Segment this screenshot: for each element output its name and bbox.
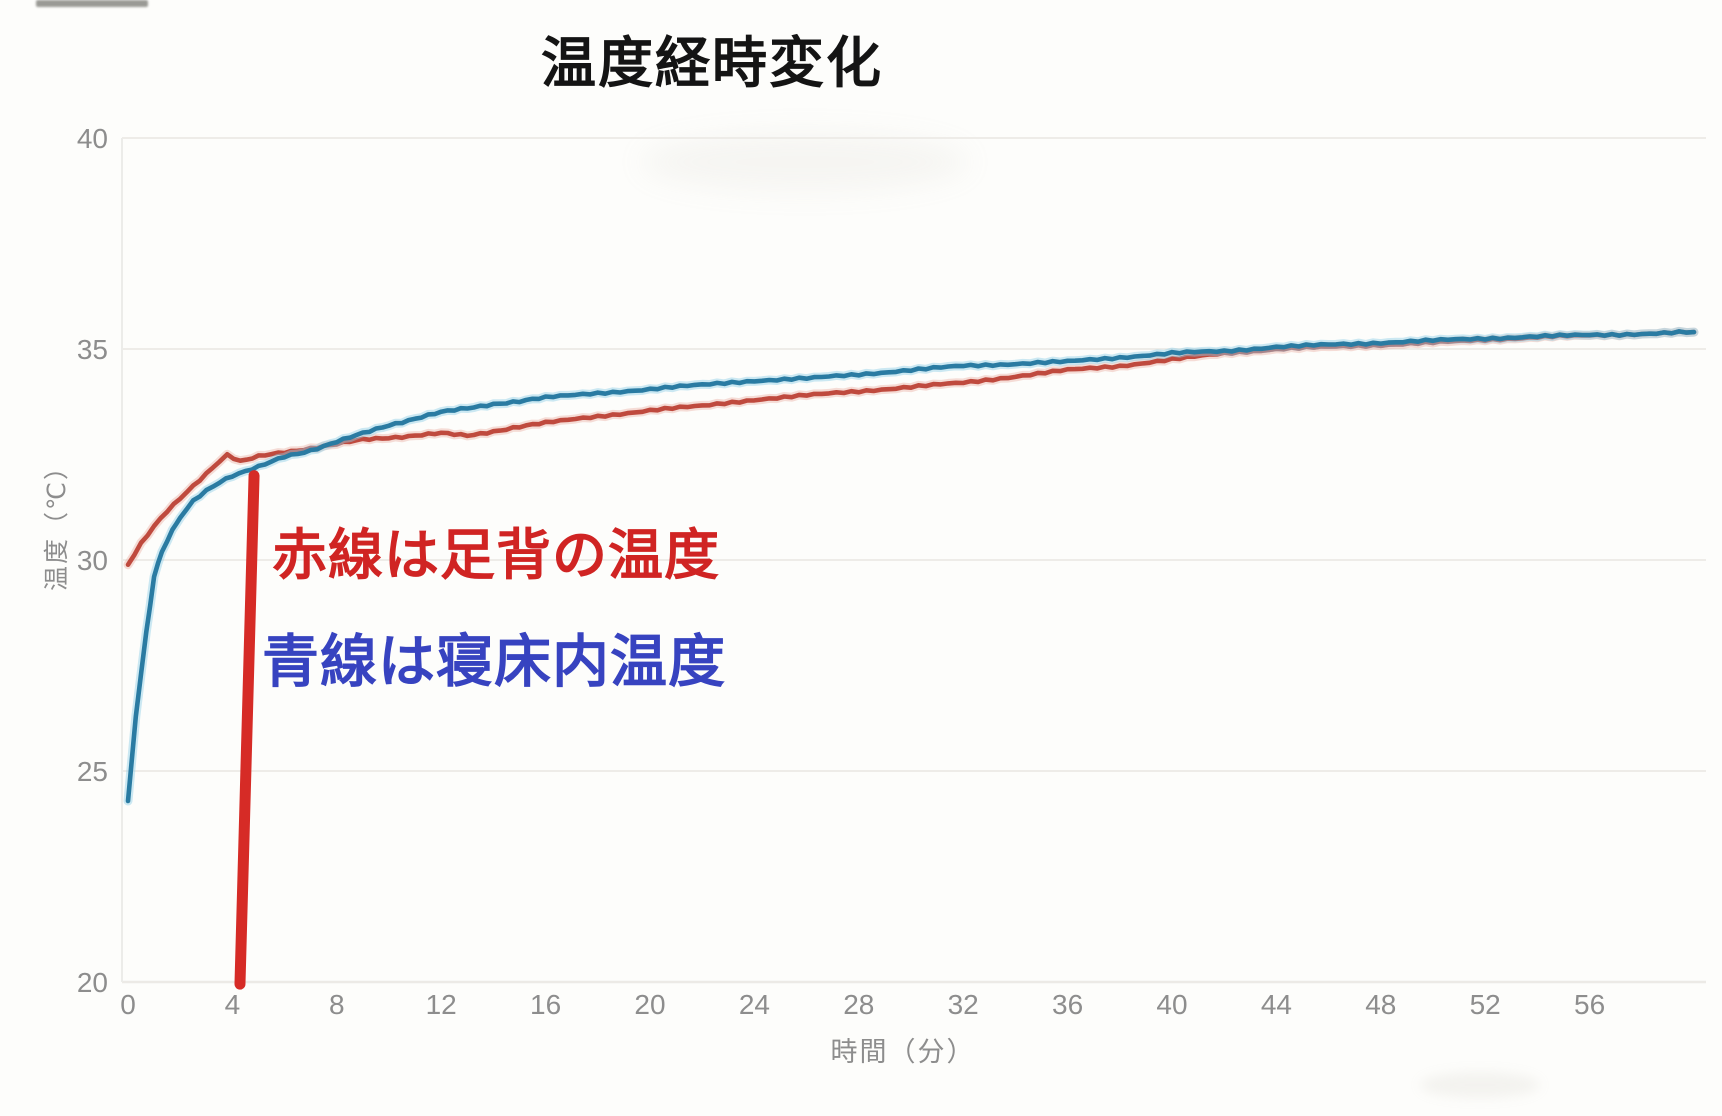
x-tick-label: 20	[634, 989, 665, 1020]
x-tick-label: 8	[329, 989, 345, 1020]
blue-line-annotation: 青線は寝床内温度	[262, 630, 726, 694]
x-axis-title: 時間（分）	[830, 1037, 976, 1067]
x-tick-label: 4	[225, 989, 241, 1020]
y-tick-label: 35	[77, 334, 108, 365]
x-tick-label: 24	[739, 989, 770, 1020]
chart-title: 温度経時変化	[540, 32, 884, 94]
x-tick-label: 28	[843, 989, 874, 1020]
x-tick-label: 16	[530, 989, 561, 1020]
x-tick-label: 36	[1052, 989, 1083, 1020]
y-tick-label: 30	[77, 545, 108, 576]
x-tick-label: 40	[1156, 989, 1187, 1020]
x-tick-label: 56	[1574, 989, 1605, 1020]
x-tick-label: 12	[426, 989, 457, 1020]
red-line-annotation: 赤線は足背の温度	[272, 524, 721, 586]
x-tick-label: 0	[120, 989, 136, 1020]
y-tick-label: 40	[77, 123, 108, 154]
x-tick-label: 32	[948, 989, 979, 1020]
x-tick-label: 52	[1470, 989, 1501, 1020]
series-line-bed-temperature	[125, 329, 1697, 804]
y-tick-label: 25	[77, 756, 108, 787]
red-marker-line	[234, 470, 260, 990]
y-tick-label: 20	[77, 967, 108, 998]
y-axis-title: 温度（℃）	[43, 452, 71, 592]
x-tick-label: 48	[1365, 989, 1396, 1020]
x-tick-label: 44	[1261, 989, 1292, 1020]
